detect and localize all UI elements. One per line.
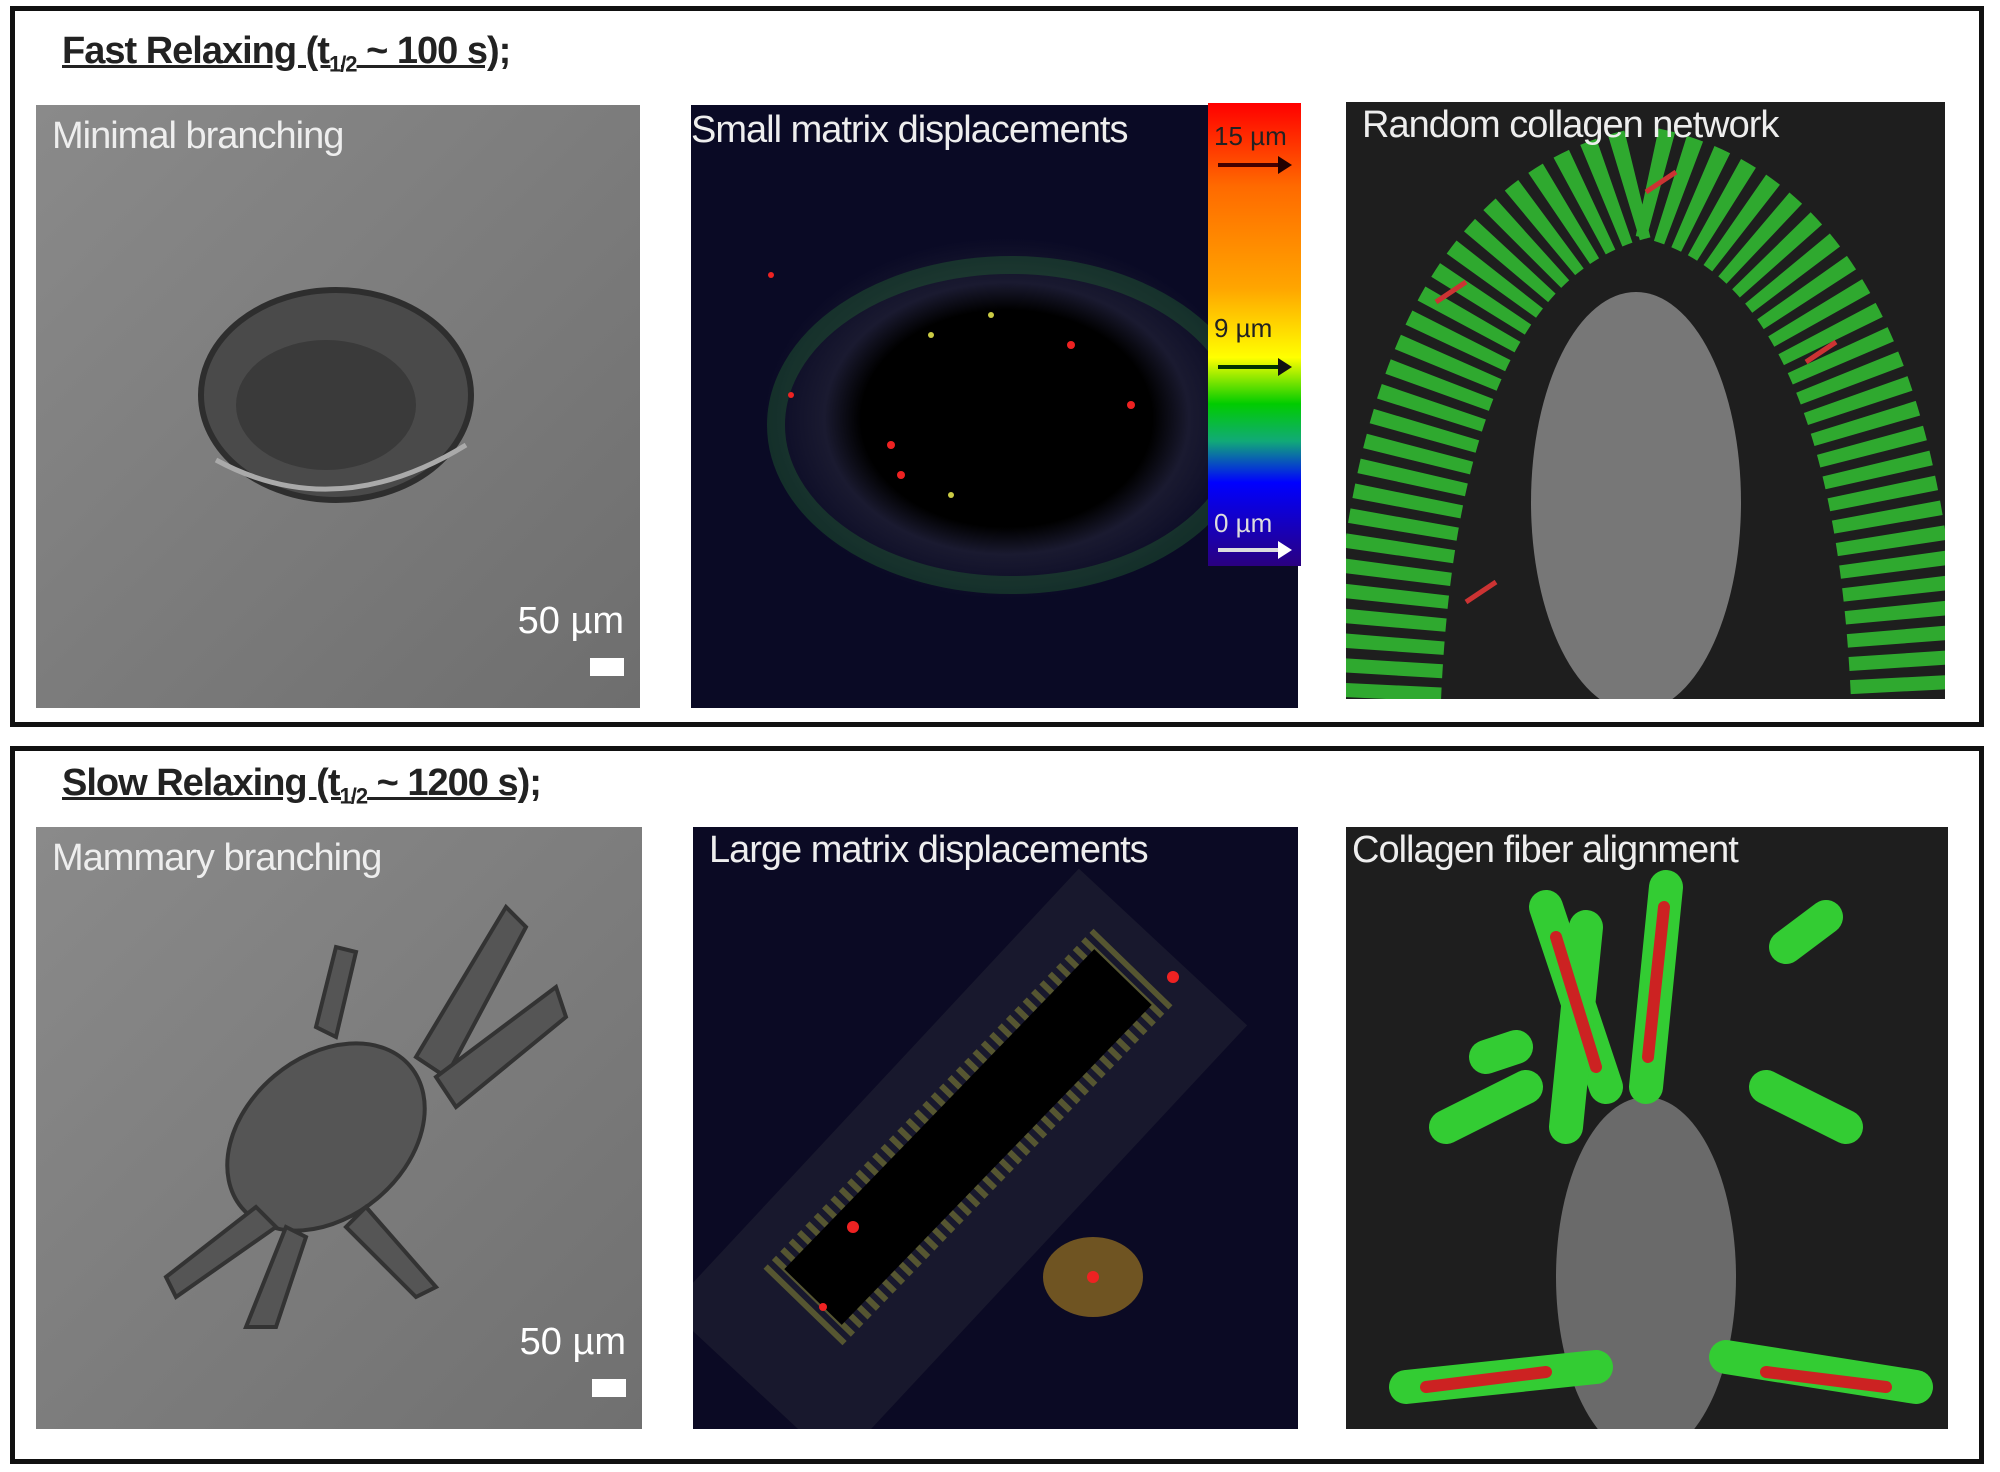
colorbar-label-mid: 9 µm xyxy=(1214,313,1273,343)
panel-label: Minimal branching xyxy=(52,115,344,157)
scale-bar-mark xyxy=(590,658,624,676)
fast-relaxing-title: Fast Relaxing (t1/2 ~ 100 s); xyxy=(62,30,511,78)
arrow-icon xyxy=(1218,358,1292,376)
collagen-image xyxy=(1346,125,1945,699)
displacement-map xyxy=(767,256,1255,594)
panel-label: Mammary branching xyxy=(52,837,382,879)
colorbar-label-min: 0 µm xyxy=(1214,508,1273,538)
arrow-icon xyxy=(1218,156,1292,174)
organoid-image xyxy=(198,287,474,503)
panel-label: Random collagen network xyxy=(1362,104,1779,146)
displacement-panel-fast: Small matrix displacements xyxy=(691,105,1298,708)
title-tail: ~ 1200 s); xyxy=(367,762,542,804)
title-text: Fast Relaxing (t xyxy=(62,30,330,72)
organoid-image xyxy=(163,903,569,1329)
slow-relaxing-box xyxy=(10,746,1984,1464)
title-tail: ~ 100 s); xyxy=(356,30,511,72)
brightfield-panel-slow: Mammary branching 50 µm xyxy=(36,827,642,1429)
panel-label: Collagen fiber alignment xyxy=(1352,829,1739,871)
collagen-image xyxy=(1389,870,1933,1429)
title-subscript: 1/2 xyxy=(328,51,358,77)
displacement-map xyxy=(693,868,1248,1429)
scale-bar-mark xyxy=(592,1379,626,1397)
fast-relaxing-box xyxy=(10,6,1984,727)
scale-label: 50 µm xyxy=(517,600,624,642)
slow-relaxing-title: Slow Relaxing (t1/2 ~ 1200 s); xyxy=(62,762,542,810)
panel-label: Small matrix displacements xyxy=(691,109,1128,151)
scale-label: 50 µm xyxy=(519,1321,626,1363)
scale-bar: 50 µm xyxy=(518,600,624,686)
scale-bar: 50 µm xyxy=(520,1321,626,1407)
displacement-panel-slow: Large matrix displacements xyxy=(693,827,1298,1429)
arrow-icon xyxy=(1218,541,1292,559)
title-subscript: 1/2 xyxy=(339,783,368,809)
colorbar-legend: 15 µm 9 µm 0 µm xyxy=(1208,103,1301,566)
collagen-panel-slow: Collagen fiber alignment xyxy=(1346,827,1948,1429)
collagen-panel-fast: Random collagen network xyxy=(1346,102,1945,699)
colorbar-label-max: 15 µm xyxy=(1214,121,1287,151)
brightfield-panel-fast: Minimal branching 50 µm xyxy=(36,105,640,708)
panel-label: Large matrix displacements xyxy=(709,829,1149,871)
title-text: Slow Relaxing (t xyxy=(62,762,340,804)
